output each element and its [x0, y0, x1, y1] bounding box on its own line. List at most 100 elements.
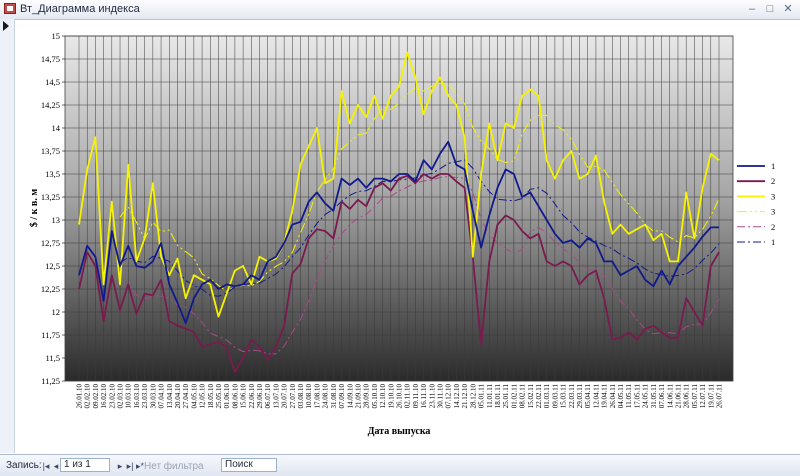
y-tick-label: 15 [52, 31, 61, 41]
record-number-input[interactable]: 1 из 1 [60, 458, 110, 472]
window-title: Вт_Диаграмма индекса [20, 3, 140, 15]
navigation-bar: Запись: |◂ ◂ 1 из 1 ▸ ▸| ▸* Нет фильтра … [0, 454, 800, 476]
series-line-2 [78, 173, 720, 373]
x-tick-label: 23.03.10 [141, 384, 149, 409]
series-lines [78, 51, 720, 373]
x-tick-label: 18.01.11 [494, 384, 502, 409]
x-tick-labels: 26.01.10 02.02.10 09.02.10 16.02.10 23.02.10… [76, 384, 724, 409]
next-record-button[interactable]: ▸ [117, 461, 123, 471]
x-tick-label: 29.06.10 [256, 384, 264, 409]
access-report-icon [4, 3, 16, 14]
y-tick-label: 12,25 [41, 284, 60, 294]
x-tick-label: 12.05.10 [199, 384, 207, 409]
x-tick-label: 22.06.10 [248, 384, 256, 409]
minimize-button[interactable]: – [748, 3, 756, 15]
x-tick-label: 30.11.10 [437, 384, 445, 409]
trendlines [119, 82, 720, 355]
x-tick-label: 17.08.10 [313, 384, 321, 409]
record-selector[interactable] [0, 19, 15, 453]
trendline-2 [119, 176, 720, 355]
legend-label: 2 [771, 222, 775, 232]
y-tick-label: 13,5 [45, 169, 60, 179]
maximize-button[interactable]: □ [766, 3, 774, 15]
legend-label: 3 [771, 207, 775, 217]
x-tick-label: 21.06.11 [674, 384, 682, 409]
series-line-3 [78, 51, 720, 318]
new-record-button[interactable]: ▸* [135, 461, 145, 471]
x-tick-label: 03.08.10 [297, 384, 305, 409]
x-tick-label: 28.12.10 [469, 384, 477, 409]
x-tick-label: 26.01.10 [76, 384, 84, 409]
x-tick-label: 26.07.11 [716, 384, 724, 409]
x-tick-label: 23.02.10 [108, 384, 116, 409]
x-tick-label: 07.04.10 [158, 384, 166, 409]
legend-label: 1 [771, 161, 775, 171]
x-tick-label: 09.02.10 [92, 384, 100, 409]
x-tick-label: 31.08.10 [330, 384, 338, 409]
x-tick-label: 19.07.11 [707, 384, 715, 409]
x-tick-label: 16.03.10 [133, 384, 141, 409]
x-tick-label: 22.03.11 [568, 384, 576, 409]
x-tick-label: 07.09.10 [338, 384, 346, 409]
x-tick-label: 22.02.11 [535, 384, 543, 409]
x-tick-label: 05.01.11 [478, 384, 486, 409]
x-tick-label: 20.07.10 [281, 384, 289, 409]
x-tick-label: 26.10.10 [396, 384, 404, 409]
x-tick-label: 02.02.10 [84, 384, 92, 409]
x-tick-label: 17.05.11 [633, 384, 641, 409]
chart-area: 11,25 11,5 11,75 12 12,25 12,5 12,75 13 13,25 13,… [15, 20, 800, 453]
y-tick-label: 14,25 [41, 100, 60, 110]
y-tick-label: 14,5 [45, 77, 60, 87]
x-tick-label: 19.10.10 [387, 384, 395, 409]
y-tick-label: 12,75 [41, 238, 60, 248]
x-tick-label: 07.12.10 [445, 384, 453, 409]
x-tick-label: 30.03.10 [149, 384, 157, 409]
x-tick-label: 20.04.10 [174, 384, 182, 409]
x-tick-label: 14.12.10 [453, 384, 461, 409]
legend: 1 2 3 3 2 1 [737, 161, 775, 247]
filter-status[interactable]: Нет фильтра [144, 461, 204, 472]
last-record-button[interactable]: ▸| [126, 461, 134, 471]
x-tick-label: 11.05.11 [625, 384, 633, 408]
x-tick-label: 08.02.11 [519, 384, 527, 409]
x-tick-label: 21.09.10 [354, 384, 362, 409]
x-tick-label: 01.03.11 [543, 384, 551, 409]
x-tick-label: 05.10.10 [371, 384, 379, 409]
x-tick-label: 18.05.10 [207, 384, 215, 409]
x-tick-label: 04.05.10 [190, 384, 198, 409]
x-tick-label: 27.04.10 [182, 384, 190, 409]
x-tick-label: 12.07.11 [699, 384, 707, 409]
y-tick-label: 11,5 [45, 353, 60, 363]
x-tick-label: 15.02.11 [527, 384, 535, 409]
trendline-3 [119, 82, 720, 292]
search-input[interactable]: Поиск [221, 458, 277, 472]
close-button[interactable]: ✕ [783, 3, 793, 15]
x-tick-label: 06.07.10 [264, 384, 272, 409]
x-tick-label: 10.03.10 [125, 384, 133, 409]
x-tick-label: 11.01.11 [486, 384, 494, 408]
previous-record-button[interactable]: ◂ [53, 461, 59, 471]
x-tick-label: 21.12.10 [461, 384, 469, 409]
x-tick-label: 28.09.10 [363, 384, 371, 409]
y-tick-label: 14 [52, 123, 61, 133]
trendline-1 [119, 159, 720, 297]
x-tick-label: 01.02.11 [510, 384, 518, 409]
y-axis-title: $ / к в. м [29, 189, 40, 227]
y-tick-label: 13,25 [41, 192, 60, 202]
x-axis-title: Дата выпуска [368, 426, 431, 437]
y-tick-label: 13 [52, 215, 61, 225]
x-tick-label: 27.07.10 [289, 384, 297, 409]
x-tick-label: 08.06.10 [231, 384, 239, 409]
x-tick-label: 02.11.10 [404, 384, 412, 409]
x-tick-label: 05.07.11 [691, 384, 699, 409]
series-line-1 [78, 140, 719, 324]
x-tick-label: 01.06.10 [223, 384, 231, 409]
x-tick-label: 19.04.11 [601, 384, 609, 409]
first-record-button[interactable]: |◂ [42, 461, 50, 471]
legend-label: 1 [771, 237, 775, 247]
x-tick-label: 25.05.10 [215, 384, 223, 409]
x-tick-label: 14.09.10 [346, 384, 354, 409]
x-tick-label: 09.11.10 [412, 384, 420, 409]
x-tick-label: 13.04.10 [166, 384, 174, 409]
y-tick-label: 12,5 [45, 261, 60, 271]
